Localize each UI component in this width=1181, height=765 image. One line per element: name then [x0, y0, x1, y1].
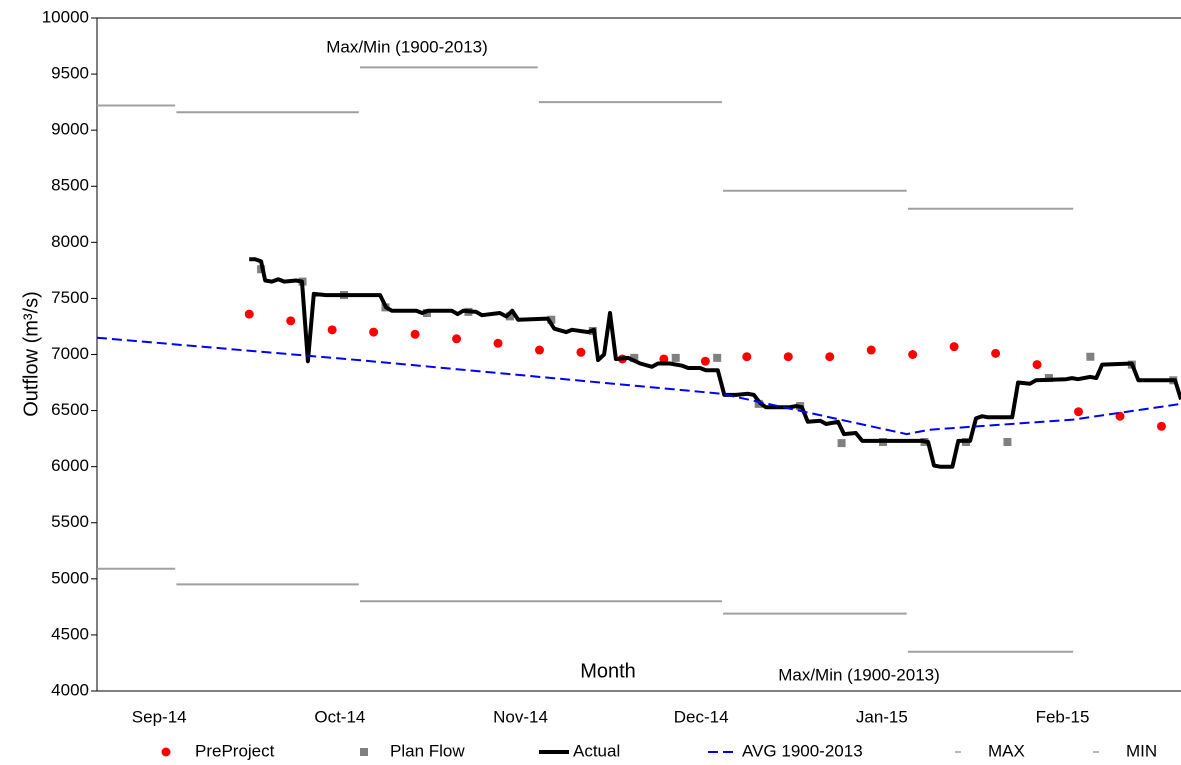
legend-label: PreProject: [195, 741, 275, 760]
series-line: [97, 567, 1074, 653]
x-tick-label: Nov-14: [493, 707, 548, 726]
data-point: [700, 356, 710, 366]
y-tick-label: 4500: [51, 624, 89, 643]
y-tick-label: 8000: [51, 232, 89, 251]
data-point: [713, 353, 722, 362]
x-tick-label: Jan-15: [856, 707, 908, 726]
y-tick-label: 6500: [51, 400, 89, 419]
annotation: Max/Min (1900-2013): [778, 665, 940, 684]
data-point: [244, 309, 254, 319]
data-point: [327, 325, 337, 335]
legend-label: MAX: [988, 741, 1025, 760]
y-tick-label: 7000: [51, 344, 89, 363]
y-tick-label: 4000: [51, 680, 89, 699]
data-point: [783, 352, 793, 362]
data-point: [505, 312, 514, 321]
y-tick-label: 6000: [51, 456, 89, 475]
y-tick-label: 8500: [51, 176, 89, 195]
data-point: [452, 334, 462, 344]
data-point: [547, 315, 556, 324]
data-point: [825, 352, 835, 362]
data-point: [742, 352, 752, 362]
y-axis-label: Outflow (m³/s): [20, 291, 42, 417]
y-tick-label: 10000: [42, 7, 89, 26]
data-point: [671, 353, 680, 362]
legend-label: MIN: [1126, 741, 1157, 760]
data-point: [493, 338, 503, 348]
data-point: [1032, 360, 1042, 370]
data-point: [1074, 407, 1084, 417]
series-line: [97, 66, 1074, 210]
legend-marker: [360, 748, 368, 756]
y-tick-label: 5000: [51, 568, 89, 587]
data-point: [1086, 352, 1095, 361]
x-tick-label: Sep-14: [132, 707, 187, 726]
data-point: [659, 354, 669, 364]
data-point: [1156, 421, 1166, 431]
annotation: Max/Min (1900-2013): [326, 37, 488, 56]
data-point: [1003, 437, 1012, 446]
x-axis-label: Month: [580, 660, 636, 682]
data-point: [576, 347, 586, 357]
y-tick-label: 7500: [51, 288, 89, 307]
data-point: [837, 439, 846, 448]
y-tick-label: 9000: [51, 120, 89, 139]
data-point: [908, 350, 918, 359]
data-point: [410, 329, 420, 339]
y-tick-label: 9500: [51, 64, 89, 83]
data-point: [866, 345, 876, 355]
data-point: [991, 348, 1001, 358]
series-line: [249, 257, 1181, 469]
x-tick-label: Oct-14: [314, 707, 365, 726]
data-point: [369, 327, 379, 337]
data-point: [630, 353, 639, 362]
series-line: [96, 336, 1181, 436]
data-point: [286, 316, 296, 326]
data-point: [949, 342, 959, 352]
legend-label: AVG 1900-2013: [742, 741, 863, 760]
legend-marker: [161, 747, 171, 757]
x-tick-label: Feb-15: [1036, 707, 1090, 726]
x-tick-label: Dec-14: [674, 707, 729, 726]
legend-label: Actual: [573, 741, 620, 760]
data-point: [534, 345, 544, 355]
y-tick-label: 5500: [51, 512, 89, 531]
legend-label: Plan Flow: [390, 741, 465, 760]
